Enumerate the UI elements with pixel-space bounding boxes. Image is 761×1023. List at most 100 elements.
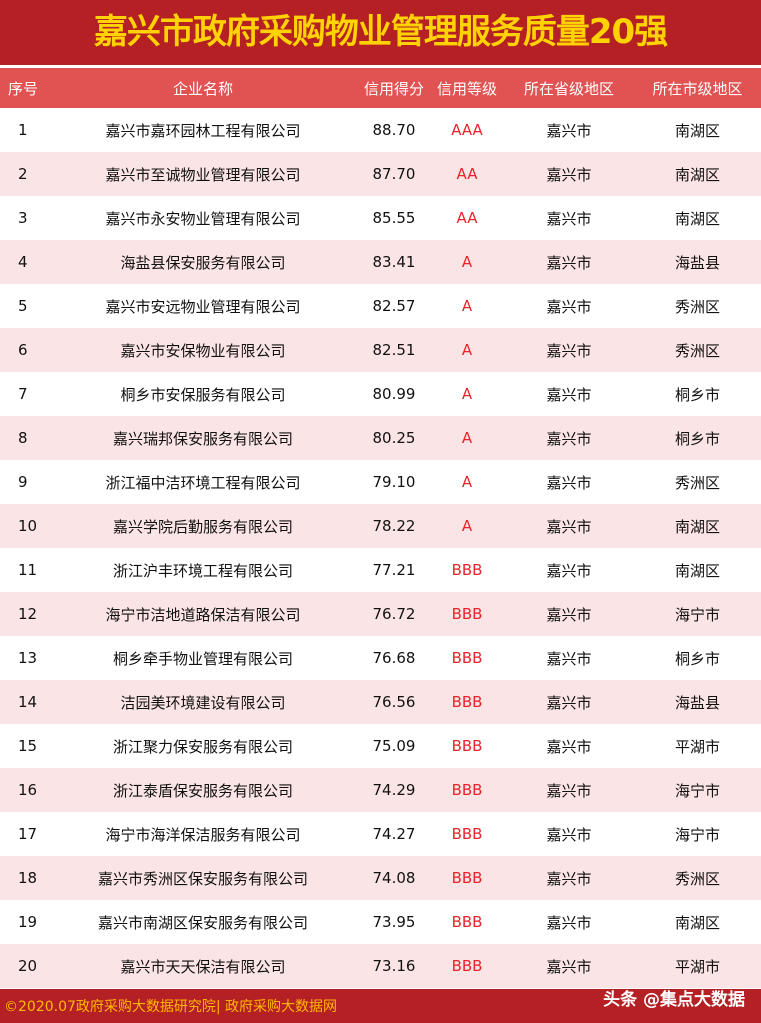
credit-score: 73.16 [372,957,416,975]
table-row: 6 嘉兴市安保物业有限公司 82.51 A 嘉兴市 秀洲区 [0,328,761,372]
table-row: 17 海宁市海洋保洁服务有限公司 74.27 BBB 嘉兴市 海宁市 [0,812,761,856]
row-index: 12 [18,605,38,623]
city: 秀洲区 [674,473,720,492]
credit-score: 87.70 [372,165,416,183]
city: 秀洲区 [674,297,720,316]
province: 嘉兴市 [546,253,592,272]
province: 嘉兴市 [546,737,592,756]
credit-score: 76.56 [372,693,416,711]
row-index: 11 [18,561,38,579]
province: 嘉兴市 [546,165,592,184]
city: 南湖区 [674,121,720,140]
credit-grade: AA [456,165,478,183]
credit-score: 78.22 [372,517,416,535]
credit-score: 74.08 [372,869,416,887]
table-row: 1 嘉兴市嘉环园林工程有限公司 88.70 AAA 嘉兴市 南湖区 [0,108,761,152]
company-name: 嘉兴市天天保洁有限公司 [120,957,286,976]
city: 南湖区 [674,561,720,580]
row-index: 1 [18,121,28,139]
credit-score: 73.95 [372,913,416,931]
city: 海宁市 [674,781,720,800]
credit-grade: BBB [451,781,483,799]
company-name: 海盐县保安服务有限公司 [120,253,286,272]
credit-grade: A [461,253,473,271]
table-row: 7 桐乡市安保服务有限公司 80.99 A 嘉兴市 桐乡市 [0,372,761,416]
row-index: 2 [18,165,28,183]
company-name: 桐乡市安保服务有限公司 [120,385,286,404]
city: 海盐县 [674,253,720,272]
city: 南湖区 [674,165,720,184]
province: 嘉兴市 [546,649,592,668]
row-index: 5 [18,297,28,315]
credit-grade: AAA [451,121,483,139]
province: 嘉兴市 [546,605,592,624]
page-title: 嘉兴市政府采购物业管理服务质量20强 [0,0,761,65]
province: 嘉兴市 [546,825,592,844]
row-index: 3 [18,209,28,227]
row-index: 16 [18,781,38,799]
company-name: 浙江沪丰环境工程有限公司 [112,561,293,580]
row-index: 10 [18,517,38,535]
company-name: 桐乡牵手物业管理有限公司 [112,649,293,668]
row-index: 8 [18,429,28,447]
credit-grade: BBB [451,913,483,931]
row-index: 18 [18,869,38,887]
credit-score: 76.68 [372,649,416,667]
city: 桐乡市 [674,649,720,668]
table-row: 16 浙江泰盾保安服务有限公司 74.29 BBB 嘉兴市 海宁市 [0,768,761,812]
row-index: 14 [18,693,38,711]
credit-score: 80.99 [372,385,416,403]
city: 海宁市 [674,605,720,624]
table-row: 11 浙江沪丰环境工程有限公司 77.21 BBB 嘉兴市 南湖区 [0,548,761,592]
header-index: 序号 [8,79,39,98]
province: 嘉兴市 [546,297,592,316]
credit-grade: BBB [451,957,483,975]
credit-grade: A [461,429,473,447]
table-row: 9 浙江福中洁环境工程有限公司 79.10 A 嘉兴市 秀洲区 [0,460,761,504]
footer-credit: ©2020.07政府采购大数据研究院| 政府采购大数据网 [4,999,338,1015]
table-row: 13 桐乡牵手物业管理有限公司 76.68 BBB 嘉兴市 桐乡市 [0,636,761,680]
province: 嘉兴市 [546,869,592,888]
row-index: 20 [18,957,38,975]
table-body: 1 嘉兴市嘉环园林工程有限公司 88.70 AAA 嘉兴市 南湖区 2 嘉兴市至诚物业管理有限… [0,108,761,988]
row-index: 9 [18,473,28,491]
header-company: 企业名称 [172,79,233,98]
province: 嘉兴市 [546,957,592,976]
province: 嘉兴市 [546,781,592,800]
credit-grade: A [461,517,473,535]
credit-grade: A [461,341,473,359]
row-index: 17 [18,825,38,843]
row-index: 15 [18,737,38,755]
city: 南湖区 [674,517,720,536]
credit-score: 83.41 [372,253,416,271]
province: 嘉兴市 [546,517,592,536]
credit-grade: BBB [451,825,483,843]
header-score: 信用得分 [363,79,424,98]
table-row: 5 嘉兴市安远物业管理有限公司 82.57 A 嘉兴市 秀洲区 [0,284,761,328]
row-index: 7 [18,385,28,403]
credit-score: 74.27 [372,825,416,843]
watermark: 头条 @集点大数据 [603,990,745,1010]
company-name: 嘉兴市南湖区保安服务有限公司 [97,913,308,932]
company-name: 浙江福中洁环境工程有限公司 [105,473,301,492]
header-city: 所在市级地区 [652,79,743,98]
province: 嘉兴市 [546,429,592,448]
province: 嘉兴市 [546,693,592,712]
company-name: 浙江聚力保安服务有限公司 [112,737,293,756]
credit-grade: A [461,473,473,491]
province: 嘉兴市 [546,473,592,492]
city: 秀洲区 [674,341,720,360]
credit-grade: BBB [451,561,483,579]
table-row: 19 嘉兴市南湖区保安服务有限公司 73.95 BBB 嘉兴市 南湖区 [0,900,761,944]
table-row: 15 浙江聚力保安服务有限公司 75.09 BBB 嘉兴市 平湖市 [0,724,761,768]
credit-score: 76.72 [372,605,416,623]
province: 嘉兴市 [546,209,592,228]
company-name: 浙江泰盾保安服务有限公司 [112,781,293,800]
city: 秀洲区 [674,869,720,888]
table-row: 14 洁园美环境建设有限公司 76.56 BBB 嘉兴市 海盐县 [0,680,761,724]
company-name: 嘉兴市安保物业有限公司 [120,341,286,360]
table-row: 12 海宁市洁地道路保洁有限公司 76.72 BBB 嘉兴市 海宁市 [0,592,761,636]
table-row: 2 嘉兴市至诚物业管理有限公司 87.70 AA 嘉兴市 南湖区 [0,152,761,196]
table-row: 20 嘉兴市天天保洁有限公司 73.16 BBB 嘉兴市 平湖市 [0,944,761,988]
company-name: 洁园美环境建设有限公司 [120,693,286,712]
